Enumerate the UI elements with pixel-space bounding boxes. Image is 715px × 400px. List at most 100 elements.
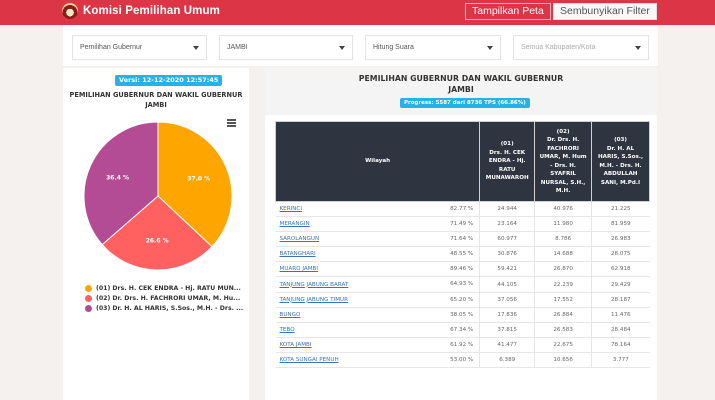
results-title-line1: PEMILIHAN GUBERNUR DAN WAKIL GUBERNUR <box>358 74 564 83</box>
votes-candidate-02: 22.239 <box>534 276 592 293</box>
hamburger-menu-icon[interactable] <box>227 119 236 129</box>
table-row: KERINCI 82.77 % 24.944 40.976 21.225 <box>275 201 650 218</box>
pie-slice-label: 36.4 % <box>106 175 129 182</box>
legend-label: (02) Dr. Drs. H. FACHRORI UMAR, M. Hu... <box>96 294 241 302</box>
wilayah-link[interactable]: KOTA JAMBI <box>279 341 312 348</box>
votes-candidate-01: 23.164 <box>479 216 535 233</box>
legend-item[interactable]: (02) Dr. Drs. H. FACHRORI UMAR, M. Hu... <box>85 293 243 303</box>
results-title: PEMILIHAN GUBERNUR DAN WAKIL GUBERNUR JA… <box>265 73 657 95</box>
votes-candidate-01: 37.056 <box>479 292 535 308</box>
wilayah-link[interactable]: MUARO JAMBI <box>279 266 319 273</box>
pie-slice-label: 26.6 % <box>146 237 169 244</box>
header-candidate-02[interactable]: (02) Dr. Drs. H. FACHRORI UMAR, M. Hum - Drs… <box>534 121 593 202</box>
pie-slice[interactable] <box>101 195 213 271</box>
votes-candidate-02: 17.552 <box>534 292 592 308</box>
votes-candidate-01: 6.389 <box>479 352 535 369</box>
chevron-down-icon <box>339 46 345 50</box>
votes-candidate-03: 62.918 <box>591 261 650 278</box>
progress-percent: 89.46 % <box>450 266 474 273</box>
progress-percent: 65.20 % <box>450 296 474 303</box>
wilayah-link[interactable]: KOTA SUNGAI PENUH <box>279 356 339 363</box>
hide-filter-button[interactable]: Sembunyikan Filter <box>553 3 657 20</box>
votes-candidate-03: 28.075 <box>591 246 650 263</box>
pie-slice-label: 37.0 % <box>187 175 210 182</box>
count-type-value: Hitung Suara <box>373 44 414 51</box>
votes-candidate-01: 30.876 <box>479 246 535 263</box>
top-navbar: Komisi Pemilihan Umum Tampilkan Peta Sem… <box>0 0 715 25</box>
chevron-down-icon <box>193 46 199 50</box>
table-row: BUNGO 38.05 % 17.836 26.884 11.476 <box>275 307 650 323</box>
votes-candidate-02: 11.980 <box>534 216 592 233</box>
wilayah-link[interactable]: MERANGIN <box>279 221 310 228</box>
province-select[interactable]: JAMBI <box>219 35 353 60</box>
header-candidate-03[interactable]: (03) Dr. H. AL HARIS, S.Sos., M.H. - Drs. H… <box>591 121 650 202</box>
wilayah-cell: BUNGO 38.05 % <box>275 307 480 323</box>
votes-candidate-03: 29.429 <box>591 276 650 293</box>
pie-slice[interactable] <box>83 121 159 246</box>
votes-candidate-03: 11.476 <box>591 307 650 323</box>
results-table-container: Wilayah (01) Drs. H. CEK ENDRA - Hj. RATU MU… <box>265 115 657 400</box>
brand-title: Komisi Pemilihan Umum <box>83 5 220 17</box>
election-type-value: Pemilihan Gubernur <box>80 44 143 51</box>
header-wilayah[interactable]: Wilayah <box>274 121 481 202</box>
wilayah-link[interactable]: KERINCI <box>279 206 302 213</box>
wilayah-link[interactable]: TEBO <box>279 326 295 333</box>
chart-legend: (01) Drs. H. CEK ENDRA - Hj. RATU MUN...… <box>85 283 243 313</box>
header-candidate-01[interactable]: (01) Drs. H. CEK ENDRA - Hj. RATU MUNAWAROH <box>479 121 536 202</box>
votes-candidate-01: 59.421 <box>479 261 535 278</box>
votes-candidate-02: 10.656 <box>534 352 592 369</box>
table-row: KOTA JAMBI 61.92 % 41.477 22.675 78.164 <box>275 337 650 353</box>
votes-candidate-03: 78.164 <box>591 337 650 353</box>
wilayah-link[interactable]: BATANGHARI <box>279 251 316 258</box>
legend-label: (03) Dr. H. AL HARIS, S.Sos., M.H. - Drs… <box>96 304 244 312</box>
wilayah-link[interactable]: SAROLANGUN <box>279 236 320 243</box>
progress-percent: 53.00 % <box>450 356 474 363</box>
legend-item[interactable]: (01) Drs. H. CEK ENDRA - Hj. RATU MUN... <box>85 283 243 293</box>
brand[interactable]: Komisi Pemilihan Umum <box>62 3 220 19</box>
table-header-row: Wilayah (01) Drs. H. CEK ENDRA - Hj. RATU MU… <box>274 121 650 202</box>
progress-percent: 61.92 % <box>450 341 474 348</box>
province-value: JAMBI <box>227 44 248 51</box>
pie-chart: 37.0 % 26.6 % 36.4 % <box>83 121 233 271</box>
wilayah-cell: KOTA SUNGAI PENUH 53.00 % <box>275 352 480 369</box>
votes-candidate-02: 22.675 <box>534 337 592 353</box>
table-row: TANJUNG JABUNG BARAT 64.93 % 44.105 22.239 2… <box>275 276 650 293</box>
votes-candidate-03: 28.484 <box>591 322 650 338</box>
votes-candidate-02: 26.884 <box>534 307 592 323</box>
votes-candidate-01: 44.105 <box>479 276 535 293</box>
table-row: TEBO 67.34 % 37.815 26.583 28.484 <box>275 322 650 338</box>
progress-percent: 71.64 % <box>450 236 474 243</box>
progress-percent: 38.05 % <box>450 311 474 318</box>
legend-dot-icon <box>85 304 92 312</box>
votes-candidate-02: 40.976 <box>534 201 592 218</box>
results-panel: PEMILIHAN GUBERNUR DAN WAKIL GUBERNUR JA… <box>265 68 657 400</box>
wilayah-link[interactable]: BUNGO <box>279 311 301 318</box>
votes-candidate-03: 26.983 <box>591 231 650 248</box>
election-type-select[interactable]: Pemilihan Gubernur <box>72 35 207 60</box>
wilayah-link[interactable]: TANJUNG JABUNG TIMUR <box>279 296 349 303</box>
legend-dot-icon <box>85 284 92 292</box>
chart-title-line1: PEMILIHAN GUBERNUR DAN WAKIL GUBERNUR <box>69 91 243 99</box>
votes-candidate-01: 24.944 <box>479 201 535 218</box>
filter-bar: Pemilihan Gubernur JAMBI Hitung Suara Se… <box>63 25 658 66</box>
chart-title-line2: JAMBI <box>145 101 167 109</box>
version-badge: Versi: 12-12-2020 12:57:45 <box>115 75 223 86</box>
votes-candidate-03: 28.187 <box>591 292 650 308</box>
progress-percent: 48.55 % <box>450 251 474 258</box>
wilayah-cell: MUARO JAMBI 89.46 % <box>275 261 480 278</box>
results-title-line2: JAMBI <box>448 85 474 94</box>
pie-slice[interactable] <box>157 121 233 248</box>
wilayah-cell: KERINCI 82.77 % <box>275 201 480 218</box>
legend-dot-icon <box>85 294 92 302</box>
wilayah-cell: TANJUNG JABUNG TIMUR 65.20 % <box>275 292 480 308</box>
kpu-logo-icon <box>62 3 78 19</box>
regency-select[interactable]: Semua Kabupaten/Kota <box>513 35 649 60</box>
wilayah-link[interactable]: TANJUNG JABUNG BARAT <box>279 281 349 288</box>
show-map-button[interactable]: Tampilkan Peta <box>465 3 551 20</box>
legend-item[interactable]: (03) Dr. H. AL HARIS, S.Sos., M.H. - Drs… <box>85 303 243 313</box>
chart-panel: Versi: 12-12-2020 12:57:45 PEMILIHAN GUB… <box>63 68 249 400</box>
regency-placeholder: Semua Kabupaten/Kota <box>521 44 596 51</box>
votes-candidate-02: 26.870 <box>534 261 592 278</box>
votes-candidate-02: 14.688 <box>534 246 592 263</box>
count-type-select[interactable]: Hitung Suara <box>365 35 501 60</box>
